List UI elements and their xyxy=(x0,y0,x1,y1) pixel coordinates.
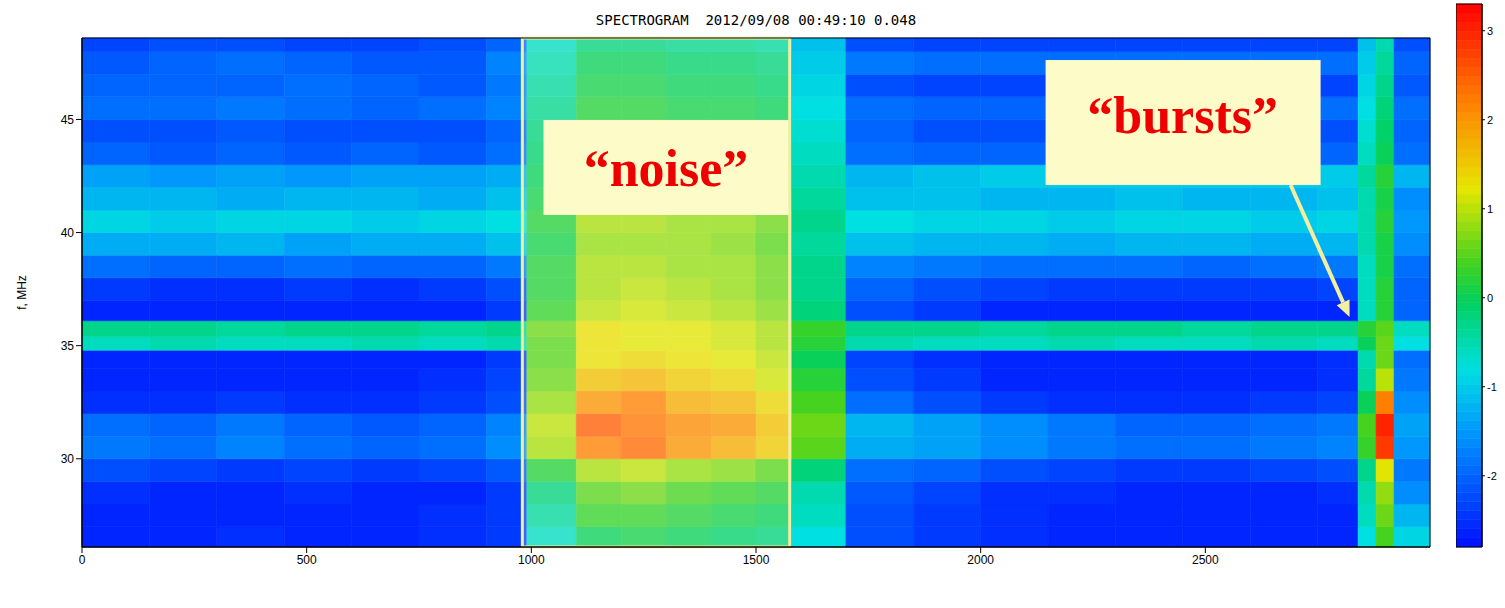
svg-text:500: 500 xyxy=(297,553,317,567)
svg-text:1: 1 xyxy=(1487,203,1493,215)
svg-text:2: 2 xyxy=(1487,114,1493,126)
svg-text:40: 40 xyxy=(61,226,75,240)
svg-text:1000: 1000 xyxy=(518,553,545,567)
svg-text:“bursts”: “bursts” xyxy=(1087,87,1278,144)
svg-text:0: 0 xyxy=(1487,292,1493,304)
svg-text:f, MHz: f, MHz xyxy=(15,275,29,310)
svg-text:-2: -2 xyxy=(1487,470,1497,482)
html-text:SPECTROGRAM 2012/09/08 00:49:1: SPECTROGRAM 2012/09/08 00:49:10 0.048 xyxy=(595,12,917,28)
svg-text:45: 45 xyxy=(61,113,75,127)
svg-text:30: 30 xyxy=(61,452,75,466)
svg-text:0: 0 xyxy=(79,553,86,567)
svg-text:2500: 2500 xyxy=(1192,553,1219,567)
svg-text:3: 3 xyxy=(1487,25,1493,37)
svg-text:35: 35 xyxy=(61,339,75,353)
svg-text:-1: -1 xyxy=(1487,381,1497,393)
svg-text:1500: 1500 xyxy=(743,553,770,567)
svg-text:2000: 2000 xyxy=(967,553,994,567)
svg-text:“noise”: “noise” xyxy=(584,140,749,197)
